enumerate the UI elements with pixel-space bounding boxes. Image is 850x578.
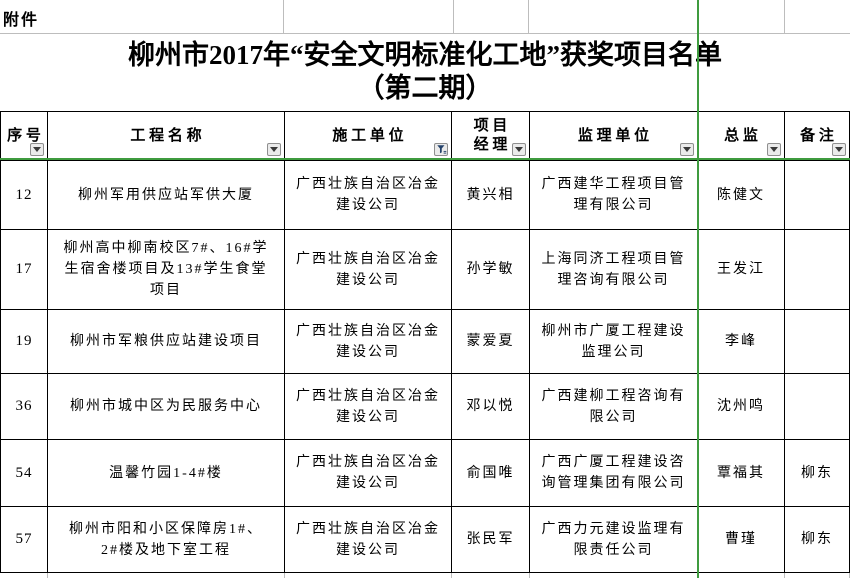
cell-supervision-unit[interactable]: 上海同济工程项目管 理咨询有限公司 [530, 230, 698, 310]
cell-manager[interactable]: 黄兴相 [452, 161, 530, 230]
cell-note[interactable]: 柳东 [785, 440, 850, 507]
cell-contractor[interactable]: 广西壮族自治区冶金 建设公司 [285, 161, 452, 230]
cell-project[interactable]: 柳州市军粮供应站建设项目 [48, 310, 285, 374]
cell-chief-supervisor[interactable]: 李峰 [698, 310, 785, 374]
filter-dropdown-button-manager[interactable] [512, 143, 526, 156]
sheet-gridline [283, 0, 284, 33]
cell-project[interactable]: 柳州市阳和小区保障房1#、 2#楼及地下室工程 [48, 507, 285, 573]
filter-dropdown-button-chief[interactable] [767, 143, 781, 156]
cell-chief-supervisor[interactable]: 王发江 [698, 230, 785, 310]
header-contractor[interactable]: 施 工 单 位 [285, 111, 452, 161]
cell-manager[interactable]: 蒙爱夏 [452, 310, 530, 374]
header-project-manager-label: 项 目 经 理 [473, 118, 508, 153]
cell-note[interactable] [785, 230, 850, 310]
cell-contractor[interactable]: 广西壮族自治区冶金 建设公司 [285, 230, 452, 310]
filter-dropdown-button-note[interactable] [832, 143, 846, 156]
cell-seq[interactable]: 12 [0, 161, 48, 230]
header-seq-label: 序 号 [7, 127, 41, 144]
sheet-gridline [0, 573, 48, 578]
filter-dropdown-button-project[interactable] [267, 143, 281, 156]
sheet-gridline [0, 33, 850, 34]
cell-project[interactable]: 柳州高中柳南校区7#、16#学 生宿舍楼项目及13#学生食堂 项目 [48, 230, 285, 310]
cell-chief-supervisor[interactable]: 曹瑾 [698, 507, 785, 573]
attachment-row: 附件 [0, 0, 850, 33]
header-project-manager[interactable]: 项 目 经 理 [452, 111, 530, 161]
header-chief-supervisor-label: 总 监 [724, 127, 758, 144]
header-contractor-label: 施 工 单 位 [332, 127, 404, 144]
sheet-gridline [784, 0, 785, 33]
cell-manager[interactable]: 俞国唯 [452, 440, 530, 507]
sheet-gridline [452, 573, 530, 578]
cell-seq[interactable]: 36 [0, 374, 48, 440]
cell-chief-supervisor[interactable]: 沈州鸣 [698, 374, 785, 440]
cell-project[interactable]: 温馨竹园1-4#楼 [48, 440, 285, 507]
cell-manager[interactable]: 邓以悦 [452, 374, 530, 440]
filter-active-button-contractor[interactable] [434, 143, 448, 156]
header-note-label: 备 注 [800, 127, 834, 144]
cell-supervision-unit[interactable]: 广西广厦工程建设咨 询管理集团有限公司 [530, 440, 698, 507]
filter-active-icon [436, 145, 446, 154]
header-project-name[interactable]: 工 程 名 称 [48, 111, 285, 161]
cell-note[interactable] [785, 310, 850, 374]
cell-seq[interactable]: 57 [0, 507, 48, 573]
dropdown-arrow-icon [835, 147, 843, 152]
filter-dropdown-button-seq[interactable] [30, 143, 44, 156]
cell-supervision-unit[interactable]: 广西力元建设监理有 限责任公司 [530, 507, 698, 573]
header-note[interactable]: 备 注 [785, 111, 850, 161]
attachment-label: 附件 [3, 12, 40, 29]
cell-manager[interactable]: 张民军 [452, 507, 530, 573]
cell-supervision-unit[interactable]: 柳州市广厦工程建设 监理公司 [530, 310, 698, 374]
dropdown-arrow-icon [515, 147, 523, 152]
header-chief-supervisor[interactable]: 总 监 [698, 111, 785, 161]
cell-chief-supervisor[interactable]: 陈健文 [698, 161, 785, 230]
cell-contractor[interactable]: 广西壮族自治区冶金 建设公司 [285, 374, 452, 440]
cell-seq[interactable]: 17 [0, 230, 48, 310]
dropdown-arrow-icon [270, 147, 278, 152]
document-title: 柳州市2017年“安全文明标准化工地”获奖项目名单 （第二期） [0, 33, 850, 111]
header-project-name-label: 工 程 名 称 [130, 127, 202, 144]
sheet-gridline [698, 573, 785, 578]
header-supervision-unit-label: 监 理 单 位 [577, 127, 650, 144]
sheet-gridline [48, 573, 285, 578]
header-seq[interactable]: 序 号 [0, 111, 48, 161]
cell-note[interactable]: 柳东 [785, 507, 850, 573]
cell-manager[interactable]: 孙学敏 [452, 230, 530, 310]
sheet-gridline [785, 573, 850, 578]
cell-supervision-unit[interactable]: 广西建华工程项目管 理有限公司 [530, 161, 698, 230]
cell-seq[interactable]: 54 [0, 440, 48, 507]
frozen-pane-line-vertical [697, 0, 699, 578]
sheet-gridline [285, 573, 452, 578]
cell-supervision-unit[interactable]: 广西建柳工程咨询有 限公司 [530, 374, 698, 440]
frozen-pane-line-horizontal [0, 158, 850, 160]
cell-contractor[interactable]: 广西壮族自治区冶金 建设公司 [285, 507, 452, 573]
sheet-gridline [453, 0, 454, 33]
dropdown-arrow-icon [33, 147, 41, 152]
filter-dropdown-button-supervision[interactable] [680, 143, 694, 156]
awards-table: 序 号 工 程 名 称 施 工 单 位 项 目 经 理 监 理 单 位 [0, 111, 850, 578]
cell-project[interactable]: 柳州军用供应站军供大厦 [48, 161, 285, 230]
title-line-2: （第二期） [357, 73, 493, 103]
cell-note[interactable] [785, 374, 850, 440]
cell-project[interactable]: 柳州市城中区为民服务中心 [48, 374, 285, 440]
sheet-gridline [528, 0, 529, 33]
sheet-gridline [530, 573, 698, 578]
cell-contractor[interactable]: 广西壮族自治区冶金 建设公司 [285, 310, 452, 374]
dropdown-arrow-icon [770, 147, 778, 152]
cell-contractor[interactable]: 广西壮族自治区冶金 建设公司 [285, 440, 452, 507]
cell-note[interactable] [785, 161, 850, 230]
header-supervision-unit[interactable]: 监 理 单 位 [530, 111, 698, 161]
dropdown-arrow-icon [683, 147, 691, 152]
cell-chief-supervisor[interactable]: 覃福其 [698, 440, 785, 507]
title-line-1: 柳州市2017年“安全文明标准化工地”获奖项目名单 [128, 40, 722, 70]
cell-seq[interactable]: 19 [0, 310, 48, 374]
